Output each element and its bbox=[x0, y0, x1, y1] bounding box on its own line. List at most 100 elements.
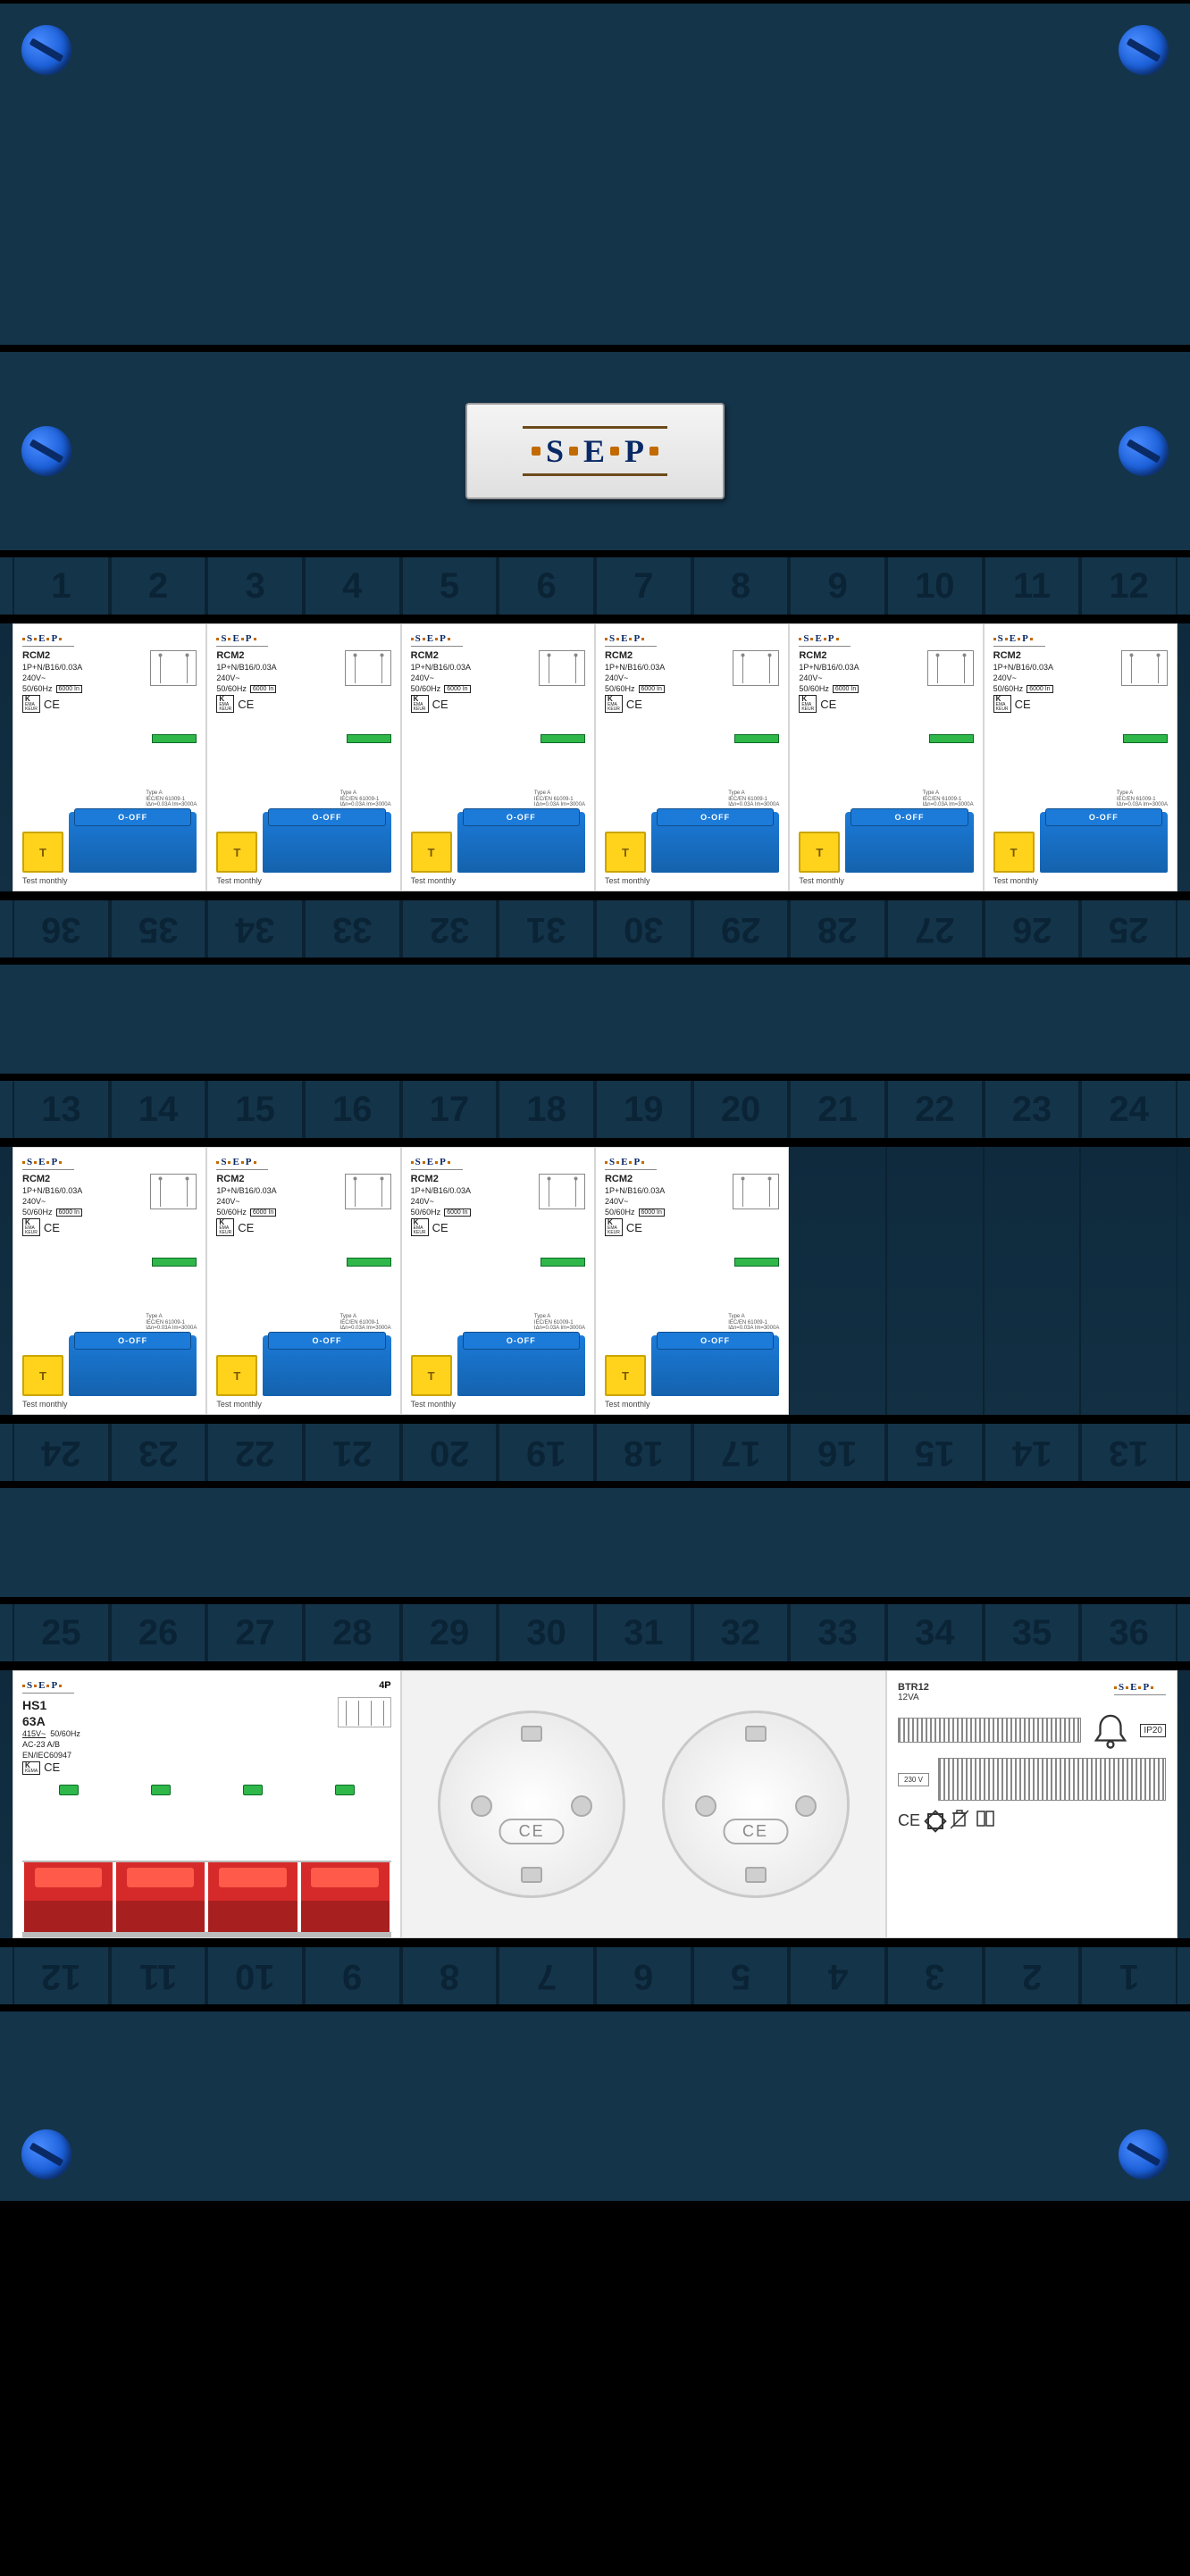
class2-icon bbox=[927, 1813, 943, 1829]
slot-numbers-24-13: 242322212019181716151413 bbox=[0, 1420, 1190, 1485]
slot-number: 12 bbox=[13, 1947, 110, 2004]
slot-number: 25 bbox=[13, 1604, 110, 1661]
slot-number: 29 bbox=[692, 900, 790, 958]
module-brand: SEP bbox=[22, 1680, 74, 1694]
slot-number: 11 bbox=[984, 557, 1081, 615]
weee-icon bbox=[951, 1808, 968, 1834]
status-indicator bbox=[541, 734, 585, 743]
status-indicator bbox=[152, 734, 197, 743]
test-button[interactable]: T bbox=[411, 832, 452, 873]
slot-numbers-36-25: 363534333231302928272625 bbox=[0, 897, 1190, 961]
slot-number: 4 bbox=[304, 557, 401, 615]
rcbo-module: SEP RCM2 1P+N/B16/0.03A 240V~ 50/60Hz600… bbox=[13, 1147, 206, 1415]
slot-number: 2 bbox=[984, 1947, 1081, 2004]
breaker-switch[interactable]: O-OFF bbox=[1040, 812, 1168, 873]
status-indicator bbox=[347, 1258, 391, 1267]
slot-number: 3 bbox=[886, 1947, 984, 2004]
schematic-icon bbox=[150, 650, 197, 686]
screw-icon bbox=[1119, 2129, 1169, 2179]
slot-number: 2 bbox=[110, 557, 207, 615]
slot-number: 34 bbox=[206, 900, 304, 958]
slot-number: 30 bbox=[595, 900, 692, 958]
schuko-socket[interactable]: CE bbox=[662, 1710, 850, 1898]
schematic-icon bbox=[345, 650, 391, 686]
empty-slot bbox=[789, 1147, 886, 1415]
slot-number: 22 bbox=[206, 1424, 304, 1481]
slot-number: 21 bbox=[304, 1424, 401, 1481]
main-isolator-switch[interactable] bbox=[22, 1861, 391, 1937]
status-indicator bbox=[734, 734, 779, 743]
breaker-switch[interactable]: O-OFF bbox=[69, 812, 197, 873]
slot-number: 10 bbox=[886, 557, 984, 615]
test-button[interactable]: T bbox=[605, 832, 646, 873]
rcbo-module: SEP RCM2 1P+N/B16/0.03A 240V~ 50/60Hz600… bbox=[789, 623, 983, 891]
slot-number: 30 bbox=[498, 1604, 595, 1661]
breaker-switch[interactable]: O-OFF bbox=[263, 812, 390, 873]
test-button[interactable]: T bbox=[22, 1355, 63, 1396]
slot-numbers-25-36: 252627282930313233343536 bbox=[0, 1601, 1190, 1665]
schuko-socket[interactable]: CE bbox=[438, 1710, 625, 1898]
rcbo-module: SEP RCM2 1P+N/B16/0.03A 240V~ 50/60Hz600… bbox=[401, 623, 595, 891]
breaker-switch[interactable]: O-OFF bbox=[457, 812, 585, 873]
module-brand: SEP bbox=[216, 633, 268, 647]
module-brand: SEP bbox=[411, 633, 463, 647]
module-brand: SEP bbox=[993, 633, 1045, 647]
breaker-switch[interactable]: O-OFF bbox=[651, 1335, 779, 1396]
status-indicator bbox=[734, 1258, 779, 1267]
module-brand: SEP bbox=[22, 633, 74, 647]
slot-number: 33 bbox=[304, 900, 401, 958]
slot-number: 4 bbox=[789, 1947, 886, 2004]
slot-number: 15 bbox=[206, 1081, 304, 1138]
bell-transformer-module: BTR12 12VA SEP IP20 230 V bbox=[886, 1670, 1177, 1938]
breaker-switch[interactable]: O-OFF bbox=[263, 1335, 390, 1396]
test-button[interactable]: T bbox=[216, 832, 257, 873]
slot-number: 7 bbox=[595, 557, 692, 615]
test-button[interactable]: T bbox=[993, 832, 1035, 873]
screw-icon bbox=[21, 25, 71, 75]
slot-number: 16 bbox=[304, 1081, 401, 1138]
slot-numbers-12-1: 121110987654321 bbox=[0, 1944, 1190, 2008]
schematic-icon bbox=[345, 1174, 391, 1209]
panel-cover-top bbox=[0, 0, 1190, 348]
slot-number: 34 bbox=[886, 1604, 984, 1661]
schematic-icon bbox=[539, 650, 585, 686]
schematic-icon bbox=[927, 650, 974, 686]
slot-number: 9 bbox=[789, 557, 886, 615]
slot-number: 19 bbox=[498, 1424, 595, 1481]
breaker-switch[interactable]: O-OFF bbox=[457, 1335, 585, 1396]
slot-number: 5 bbox=[401, 557, 499, 615]
breaker-switch[interactable]: O-OFF bbox=[651, 812, 779, 873]
slot-number: 35 bbox=[110, 900, 207, 958]
test-button[interactable]: T bbox=[605, 1355, 646, 1396]
slot-numbers-1-12: 123456789101112 bbox=[0, 554, 1190, 618]
module-brand: SEP bbox=[605, 1157, 657, 1170]
module-brand: SEP bbox=[799, 633, 851, 647]
test-button[interactable]: T bbox=[799, 832, 840, 873]
status-indicator bbox=[152, 1258, 197, 1267]
slot-number: 33 bbox=[789, 1604, 886, 1661]
test-button[interactable]: T bbox=[411, 1355, 452, 1396]
screw-icon bbox=[1119, 426, 1169, 476]
test-button[interactable]: T bbox=[22, 832, 63, 873]
empty-slot bbox=[886, 1147, 984, 1415]
slot-number: 20 bbox=[401, 1424, 499, 1481]
slot-number: 17 bbox=[401, 1081, 499, 1138]
slot-number: 27 bbox=[886, 900, 984, 958]
slot-number: 26 bbox=[110, 1604, 207, 1661]
slot-number: 15 bbox=[886, 1424, 984, 1481]
slot-number: 29 bbox=[401, 1604, 499, 1661]
slot-number: 13 bbox=[13, 1081, 110, 1138]
breaker-switch[interactable]: O-OFF bbox=[69, 1335, 197, 1396]
slot-number: 32 bbox=[692, 1604, 790, 1661]
rcbo-module: SEP RCM2 1P+N/B16/0.03A 240V~ 50/60Hz600… bbox=[206, 1147, 400, 1415]
breaker-switch[interactable]: O-OFF bbox=[845, 812, 973, 873]
slot-number: 6 bbox=[498, 557, 595, 615]
book-icon bbox=[976, 1810, 995, 1832]
slot-number: 17 bbox=[692, 1424, 790, 1481]
slot-number: 8 bbox=[692, 557, 790, 615]
screw-icon bbox=[21, 2129, 71, 2179]
slot-number: 18 bbox=[595, 1424, 692, 1481]
test-button[interactable]: T bbox=[216, 1355, 257, 1396]
slot-number: 14 bbox=[984, 1424, 1081, 1481]
slot-number: 9 bbox=[304, 1947, 401, 2004]
